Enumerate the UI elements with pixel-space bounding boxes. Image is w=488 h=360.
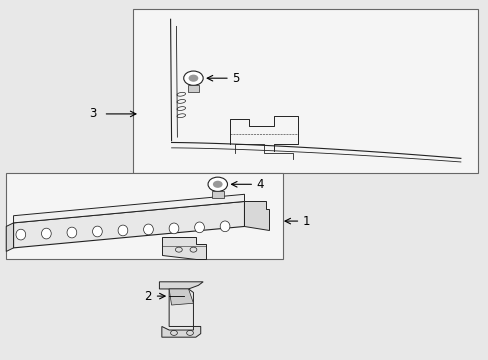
Text: 2: 2 bbox=[144, 289, 152, 303]
Circle shape bbox=[212, 181, 222, 188]
Ellipse shape bbox=[169, 223, 179, 234]
Ellipse shape bbox=[16, 229, 26, 240]
Bar bbox=[6, 173, 283, 258]
Polygon shape bbox=[169, 289, 193, 327]
Circle shape bbox=[188, 75, 198, 82]
Polygon shape bbox=[6, 223, 14, 251]
Polygon shape bbox=[159, 282, 203, 289]
Text: 5: 5 bbox=[232, 72, 239, 85]
Polygon shape bbox=[14, 202, 244, 248]
Polygon shape bbox=[14, 194, 244, 223]
Ellipse shape bbox=[92, 226, 102, 237]
Text: 4: 4 bbox=[256, 178, 264, 191]
Text: 3: 3 bbox=[89, 107, 96, 120]
Bar bbox=[211, 192, 223, 198]
Polygon shape bbox=[244, 202, 268, 230]
Text: 1: 1 bbox=[302, 215, 310, 228]
Ellipse shape bbox=[143, 224, 153, 235]
Polygon shape bbox=[169, 289, 193, 305]
Ellipse shape bbox=[118, 225, 127, 236]
Polygon shape bbox=[162, 237, 205, 258]
Ellipse shape bbox=[220, 221, 229, 232]
Ellipse shape bbox=[67, 227, 77, 238]
Circle shape bbox=[207, 177, 227, 192]
Ellipse shape bbox=[194, 222, 204, 233]
Ellipse shape bbox=[41, 228, 51, 239]
Bar bbox=[187, 85, 199, 92]
Circle shape bbox=[183, 71, 203, 85]
Polygon shape bbox=[162, 327, 201, 337]
Bar bbox=[132, 9, 477, 173]
